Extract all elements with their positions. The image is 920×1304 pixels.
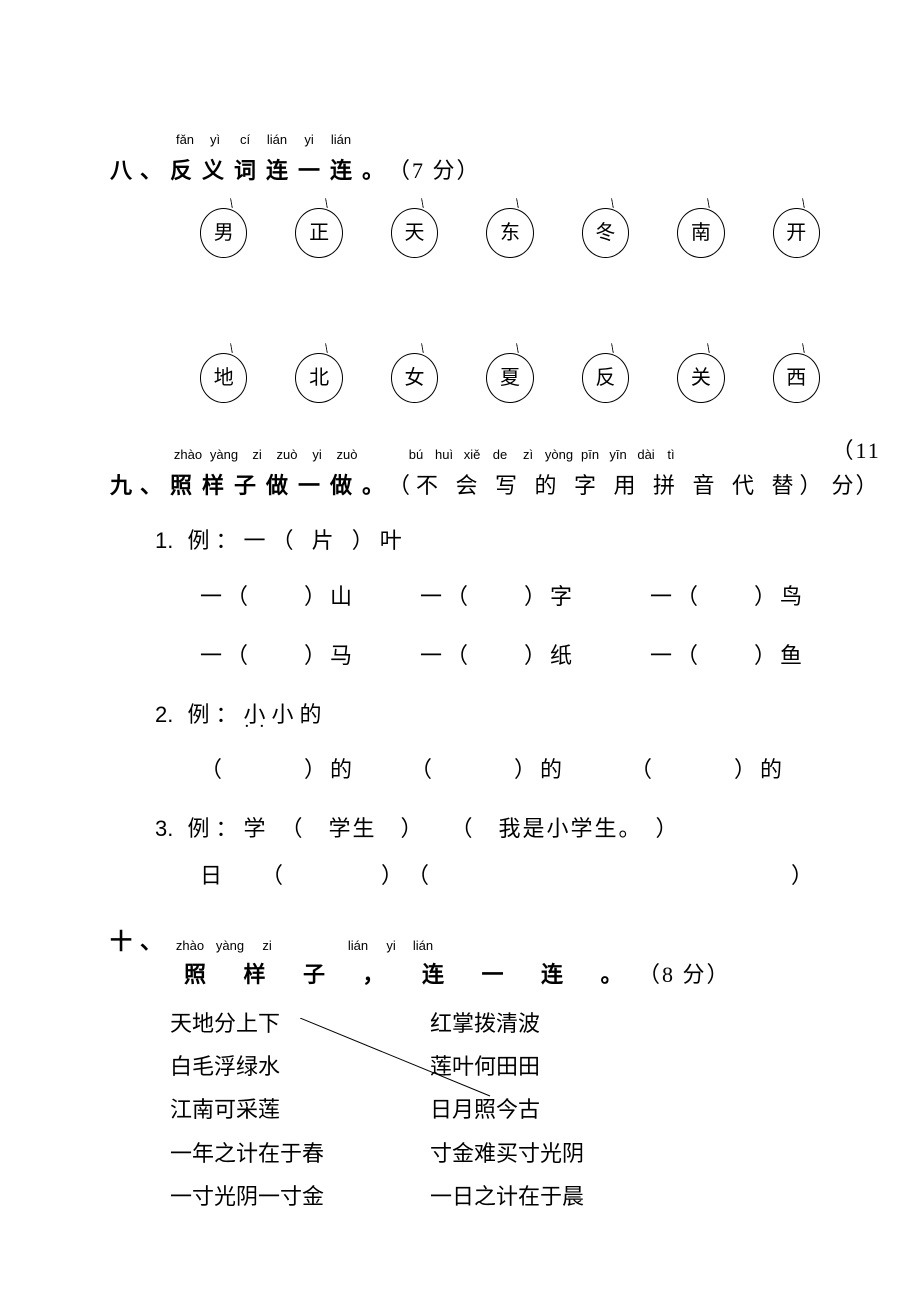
fill-blank[interactable]: 日 （ ） （ ）	[200, 858, 815, 893]
section-10-pinyin-b: lián yi lián	[340, 936, 440, 957]
example-text: 一（ 片 ）叶	[244, 528, 408, 553]
section-8-header: 八、 fǎn yì cí lián yi lián 反义词连一连。 （7 分）	[110, 130, 820, 188]
match-right-item: 一日之计在于晨	[430, 1179, 584, 1214]
example-label: 例：	[187, 702, 243, 727]
section-9-pinyin: zhào yàng zi zuò yi zuò	[170, 445, 362, 466]
section-9-item-1: 1. 例：一（ 片 ）叶	[155, 523, 820, 558]
section-9-item-2: 2. 例：小小的	[155, 697, 820, 732]
section-10: 十、 zhào yàng zi lián yi lián 照 样 子 ， 连 一…	[110, 924, 820, 1214]
section-9-points: （11 分）	[832, 433, 881, 503]
section-9-title-block: zhào yàng zi zuò yi zuò 照样子做一做。	[170, 445, 394, 503]
section-10-pinyin-a: zhào yàng zi	[170, 936, 284, 957]
section-9-note-block: bú huì xiě de zì yòng pīn yīn dài tì （不 …	[388, 445, 828, 503]
apple-item: 夏	[486, 353, 533, 403]
section-9-num: 九、	[110, 468, 170, 503]
section-9-note: （不 会 写 的 字 用 拼 音 代 替）	[388, 468, 828, 503]
apple-item: 冬	[582, 208, 629, 258]
apple-gap	[110, 258, 820, 353]
fill-blank[interactable]: （ ）的	[200, 752, 410, 787]
section-10-num: 十、	[110, 924, 170, 959]
section-8: 八、 fǎn yì cí lián yi lián 反义词连一连。 （7 分） …	[110, 130, 820, 403]
section-8-pinyin: fǎn yì cí lián yi lián	[170, 130, 358, 151]
item-num: 3.	[155, 816, 173, 841]
match-left-item: 一年之计在于春	[170, 1136, 430, 1171]
match-right-item: 寸金难买寸光阴	[430, 1136, 584, 1171]
fill-blank[interactable]: 一（ ）字	[420, 579, 650, 614]
section-10-title: 照 样 子 ， 连 一 连 。	[184, 962, 639, 987]
section-8-num: 八、	[110, 153, 170, 188]
apple-item: 地	[200, 353, 247, 403]
section-9-note-pinyin: bú huì xiě de zì yòng pīn yīn dài tì	[402, 445, 682, 466]
apple-item: 东	[486, 208, 533, 258]
section-10-points: （8 分）	[638, 962, 731, 987]
fill-blank[interactable]: 一（ ）鱼	[650, 638, 806, 673]
section-9-header: 九、 zhào yàng zi zuò yi zuò 照样子做一做。 bú hu…	[110, 433, 820, 503]
section-10-header: 十、 zhào yàng zi lián yi lián	[110, 924, 820, 959]
match-container: 天地分上下 红掌拨清波 白毛浮绿水 莲叶何田田 江南可采莲 日月照今古 一年之计…	[170, 1006, 820, 1214]
section-9-item-3: 3. 例：学 （ 学生 ） （ 我是小学生。 ）	[155, 811, 820, 846]
example-text: 学 （ 学生 ） （ 我是小学生。 ）	[244, 816, 680, 841]
section-9-title: 照样子做一做。	[170, 468, 394, 503]
apple-item: 反	[582, 353, 629, 403]
example-suffix: 的	[300, 702, 328, 727]
apple-item: 关	[677, 353, 724, 403]
example-label: 例：	[187, 528, 243, 553]
example-dotted: 小小	[244, 697, 300, 732]
match-line	[300, 1018, 510, 1118]
fill-blank[interactable]: （ ）的	[630, 752, 786, 787]
apple-item: 正	[295, 208, 342, 258]
match-left-item: 一寸光阴一寸金	[170, 1179, 430, 1214]
fill-row: （ ）的 （ ）的 （ ）的	[200, 752, 820, 787]
apple-item: 西	[773, 353, 820, 403]
section-8-points: （7 分）	[388, 153, 481, 188]
fill-blank[interactable]: 一（ ）纸	[420, 638, 650, 673]
section-10-title-block-b: lián yi lián	[302, 936, 440, 959]
fill-blank[interactable]: 一（ ）马	[200, 638, 420, 673]
apple-row-top: 男 正 天 东 冬 南 开	[200, 208, 820, 258]
apple-item: 北	[295, 353, 342, 403]
section-10-title-block-a: zhào yàng zi	[170, 936, 284, 959]
fill-blank[interactable]: 一（ ）山	[200, 579, 420, 614]
apple-item: 女	[391, 353, 438, 403]
section-8-title-block: fǎn yì cí lián yi lián 反义词连一连。	[170, 130, 394, 188]
match-row: 一寸光阴一寸金 一日之计在于晨	[170, 1179, 820, 1214]
fill-blank[interactable]: 一（ ）鸟	[650, 579, 806, 614]
item-num: 2.	[155, 702, 173, 727]
apple-item: 男	[200, 208, 247, 258]
match-row: 一年之计在于春 寸金难买寸光阴	[170, 1136, 820, 1171]
section-8-title: 反义词连一连。	[170, 153, 394, 188]
fill-row: 日 （ ） （ ）	[200, 858, 820, 893]
apple-row-bottom: 地 北 女 夏 反 关 西	[200, 353, 820, 403]
fill-row: 一（ ）山 一（ ）字 一（ ）鸟	[200, 579, 820, 614]
example-label: 例：	[187, 816, 243, 841]
apple-item: 开	[773, 208, 820, 258]
fill-row: 一（ ）马 一（ ）纸 一（ ）鱼	[200, 638, 820, 673]
section-9: 九、 zhào yàng zi zuò yi zuò 照样子做一做。 bú hu…	[110, 433, 820, 894]
fill-blank[interactable]: （ ）的	[410, 752, 630, 787]
item-num: 1.	[155, 528, 173, 553]
apple-item: 南	[677, 208, 724, 258]
apple-item: 天	[391, 208, 438, 258]
